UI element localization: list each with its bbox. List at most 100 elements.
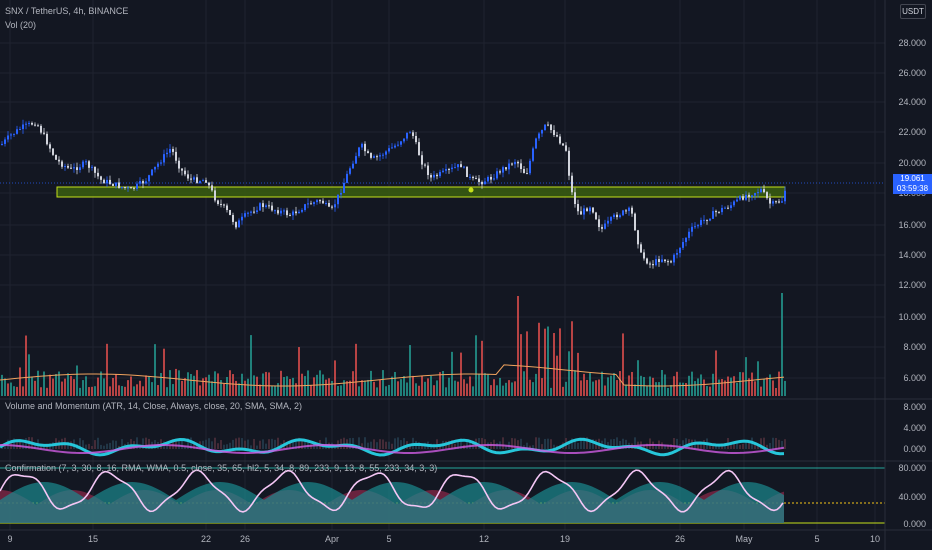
momentum-bar bbox=[94, 440, 96, 449]
candle bbox=[160, 159, 162, 166]
candle bbox=[382, 152, 384, 159]
momentum-bar bbox=[172, 439, 174, 449]
candle bbox=[151, 169, 153, 177]
volume-bar bbox=[625, 384, 627, 396]
candle bbox=[184, 167, 186, 177]
candle bbox=[295, 206, 297, 216]
momentum-bar bbox=[436, 439, 438, 449]
volume-bar bbox=[151, 382, 153, 396]
momentum-bar bbox=[589, 439, 591, 449]
momentum-bar bbox=[370, 441, 372, 449]
candle bbox=[286, 207, 288, 218]
volume-bar bbox=[784, 380, 786, 396]
price-tick-14.000: 14.000 bbox=[898, 250, 926, 260]
candle bbox=[241, 213, 243, 225]
momentum-pane-label[interactable]: Volume and Momentum (ATR, 14, Close, Alw… bbox=[5, 401, 302, 411]
volume-bar bbox=[439, 372, 441, 396]
candle bbox=[550, 124, 552, 134]
candle bbox=[499, 169, 501, 175]
candle bbox=[43, 128, 45, 136]
momentum-bar bbox=[226, 444, 228, 449]
momentum-bar bbox=[268, 439, 270, 449]
candle bbox=[562, 143, 564, 147]
momentum-bar bbox=[142, 438, 144, 449]
volume-bar bbox=[208, 374, 210, 396]
volume-bar bbox=[433, 385, 435, 396]
candle bbox=[601, 224, 603, 233]
candle bbox=[7, 131, 9, 143]
candle bbox=[409, 130, 411, 134]
candle bbox=[736, 196, 738, 203]
momentum-bar bbox=[130, 438, 132, 449]
volume-bar bbox=[775, 387, 777, 396]
momentum-bar bbox=[712, 445, 714, 449]
symbol-title[interactable]: SNX / TetherUS, 4h, BINANCE bbox=[5, 6, 129, 16]
volume-bar bbox=[532, 382, 534, 396]
confirmation-pane-label[interactable]: Confirmation (7, 3, 30, 8, 16, RMA, WMA,… bbox=[5, 463, 438, 473]
volume-bar bbox=[250, 335, 252, 396]
momentum-bar bbox=[178, 440, 180, 449]
momentum-bar bbox=[145, 437, 147, 449]
currency-button[interactable]: USDT bbox=[900, 4, 926, 19]
volume-bar bbox=[427, 378, 429, 396]
volume-bar bbox=[472, 386, 474, 396]
volume-legend[interactable]: Vol (20) bbox=[5, 20, 37, 30]
momentum-bar bbox=[664, 444, 666, 449]
volume-bar bbox=[778, 371, 780, 396]
volume-bar bbox=[277, 383, 279, 396]
momentum-bar bbox=[481, 437, 483, 449]
momentum-bar bbox=[85, 444, 87, 449]
candle bbox=[652, 260, 654, 269]
candle bbox=[106, 176, 108, 187]
volume-bar bbox=[499, 377, 501, 396]
volume-bar bbox=[676, 371, 678, 396]
volume-bar bbox=[586, 379, 588, 396]
momentum-bar bbox=[511, 438, 513, 449]
date-tick-26: 26 bbox=[674, 534, 686, 544]
candle bbox=[544, 124, 546, 131]
volume-bar bbox=[577, 352, 579, 396]
volume-bar bbox=[487, 374, 489, 396]
volume-bar bbox=[265, 371, 267, 396]
momentum-bar bbox=[580, 438, 582, 449]
volume-bar bbox=[70, 375, 72, 396]
volume-bar bbox=[583, 373, 585, 396]
momentum-bar bbox=[586, 437, 588, 449]
candle bbox=[52, 147, 54, 157]
candle bbox=[712, 207, 714, 219]
candle bbox=[487, 175, 489, 184]
candle bbox=[472, 175, 474, 181]
volume-bar bbox=[319, 370, 321, 396]
volume-bar bbox=[187, 372, 189, 396]
candle bbox=[616, 211, 618, 220]
candle bbox=[292, 209, 294, 220]
candle bbox=[298, 209, 300, 214]
candle bbox=[331, 205, 333, 210]
candle bbox=[379, 152, 381, 161]
volume-bar bbox=[517, 296, 519, 396]
momentum-bar bbox=[457, 441, 459, 449]
volume-bar bbox=[430, 376, 432, 396]
candle bbox=[376, 154, 378, 161]
momentum-axis-4: 4.000 bbox=[903, 423, 926, 433]
volume-bar bbox=[670, 385, 672, 396]
date-tick-19: 19 bbox=[559, 534, 571, 544]
volume-bar bbox=[1, 374, 3, 396]
price-candles bbox=[1, 119, 786, 269]
momentum-bar bbox=[538, 437, 540, 449]
volume-bar bbox=[685, 382, 687, 396]
momentum-bar bbox=[736, 440, 738, 449]
volume-bar bbox=[772, 380, 774, 396]
candle bbox=[673, 253, 675, 266]
momentum-bar bbox=[448, 440, 450, 449]
price-tick-8.000: 8.000 bbox=[903, 342, 926, 352]
candle bbox=[400, 140, 402, 147]
volume-bar bbox=[730, 377, 732, 396]
candle bbox=[631, 205, 633, 217]
momentum-bar bbox=[700, 442, 702, 449]
candle bbox=[577, 199, 579, 215]
candle bbox=[349, 166, 351, 176]
candle bbox=[775, 200, 777, 204]
